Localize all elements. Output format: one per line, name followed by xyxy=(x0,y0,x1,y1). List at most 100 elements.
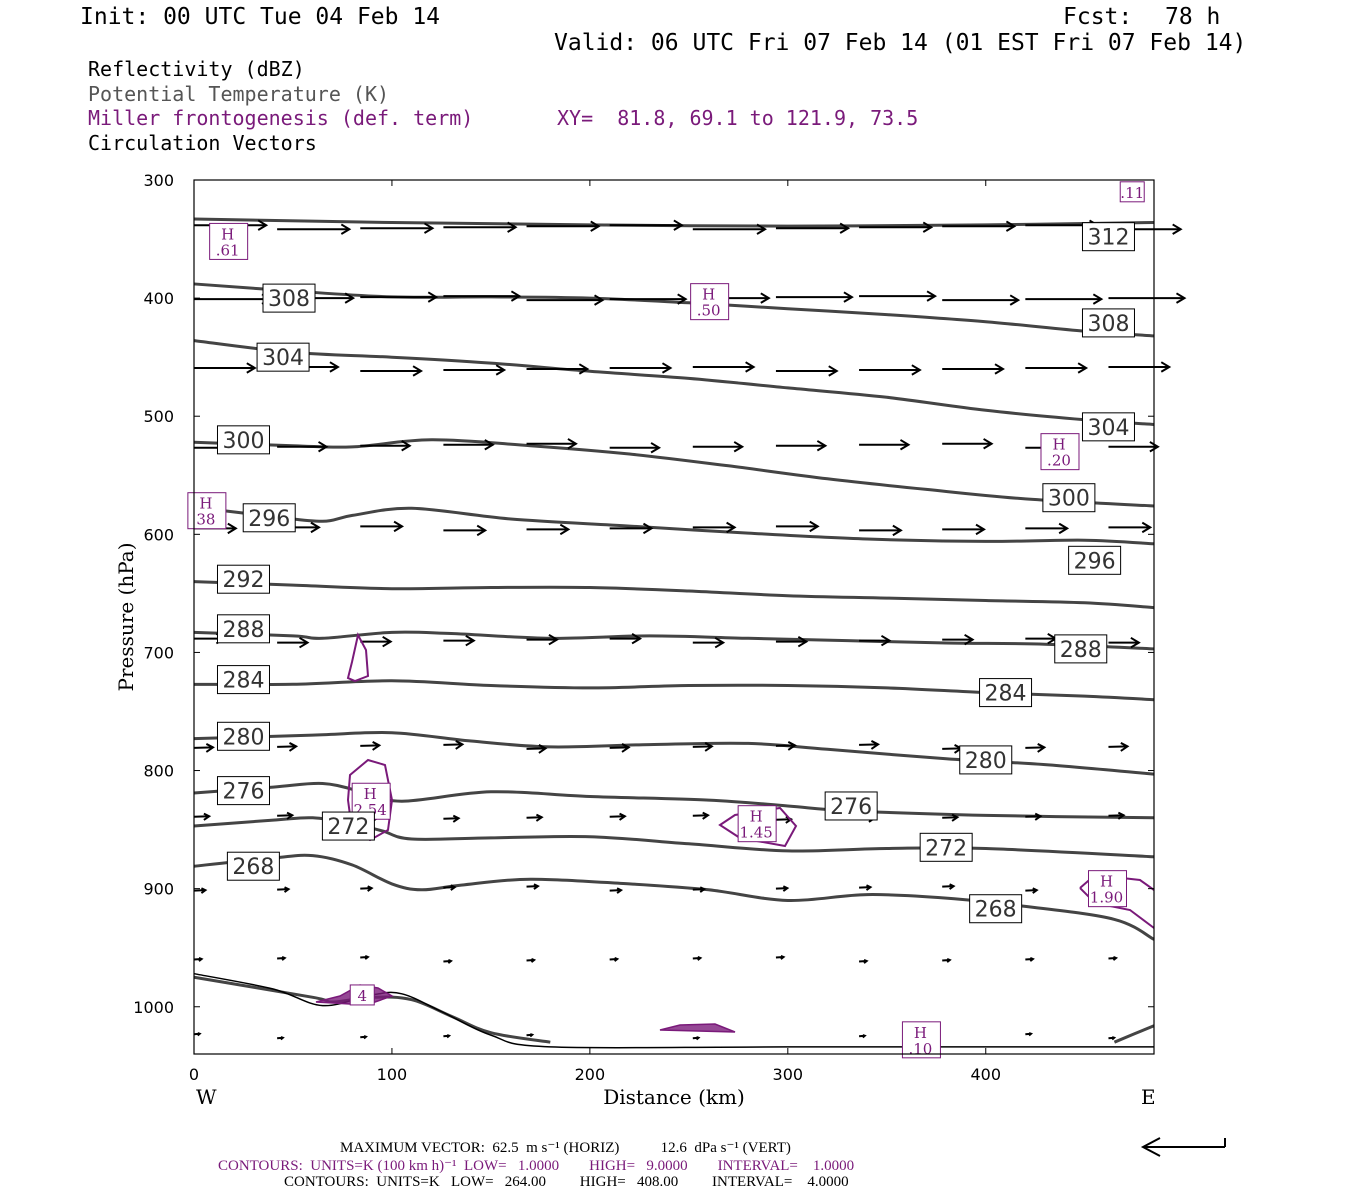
vector-head xyxy=(1077,362,1089,374)
theta-label-text: 292 xyxy=(222,568,264,593)
vector-shaft xyxy=(609,746,629,749)
circulation-vector xyxy=(859,634,892,647)
circulation-vector xyxy=(360,291,439,303)
circulation-vector xyxy=(443,814,461,823)
theta-label-text: 288 xyxy=(1060,638,1102,663)
west-label: W xyxy=(196,1085,217,1109)
circulation-vector xyxy=(1025,293,1104,305)
circulation-vector xyxy=(609,956,620,962)
circulation-vector xyxy=(609,362,673,374)
vector-head xyxy=(862,1034,867,1039)
theta-label-box xyxy=(1042,483,1096,513)
vector-shaft xyxy=(692,814,709,817)
vector-head xyxy=(733,441,745,453)
circulation-vector xyxy=(609,887,624,894)
circulation-vector xyxy=(942,957,952,963)
theta-label-text: 288 xyxy=(222,618,264,643)
fronto-max-label: 4 xyxy=(349,984,375,1006)
theta-label-box xyxy=(242,503,296,533)
theta-label-text: 308 xyxy=(1087,312,1129,337)
vector-head xyxy=(288,742,299,752)
vector-shaft xyxy=(526,747,546,750)
circulation-vector xyxy=(194,362,257,374)
circulation-vector xyxy=(859,439,911,451)
vector-head xyxy=(281,955,287,961)
theta-label-284: 284 xyxy=(216,665,270,695)
vector-head xyxy=(412,365,424,377)
y-tick-label: 600 xyxy=(143,525,174,544)
fronto-max-label: H.10 xyxy=(901,1021,941,1059)
vector-head xyxy=(364,954,370,960)
circulation-vector xyxy=(859,740,881,750)
fronto-max-box xyxy=(209,222,249,260)
vector-head xyxy=(1028,1032,1034,1037)
vector-head xyxy=(1029,956,1035,962)
vector-head xyxy=(704,742,714,752)
vector-shaft xyxy=(360,744,380,747)
vector-head xyxy=(590,220,601,232)
circulation-vector xyxy=(609,812,627,821)
theta-contour-info: CONTOURS: UNITS=K LOW= 264.00 HIGH= 408.… xyxy=(284,1174,849,1190)
vector-head xyxy=(714,636,726,649)
theta-label-box xyxy=(216,425,270,455)
fronto-max-value: .11 xyxy=(1120,184,1144,202)
circulation-vector xyxy=(443,958,453,964)
circulation-vector xyxy=(1108,636,1141,649)
vector-head xyxy=(816,440,828,452)
fronto-max-letter: H xyxy=(1100,873,1113,891)
vector-shaft xyxy=(277,745,297,748)
circulation-vector xyxy=(277,811,295,820)
circulation-vector xyxy=(526,883,540,890)
x-tick-label: 100 xyxy=(377,1065,408,1084)
y-tick-label: 900 xyxy=(143,880,174,899)
theta-contour-288 xyxy=(193,630,1155,651)
fronto-max-value: 38 xyxy=(196,511,215,529)
vector-head xyxy=(949,883,956,890)
fronto-max-letter: H xyxy=(364,785,377,803)
vector-head xyxy=(697,955,703,961)
fronto-max-letter: H xyxy=(1052,436,1065,454)
theta-label-box xyxy=(919,832,973,862)
theta-contour-296 xyxy=(193,505,1155,546)
circulation-vector xyxy=(775,520,820,533)
vector-head xyxy=(495,364,507,376)
circulation-vector xyxy=(942,363,1005,375)
circulation-vectors xyxy=(193,219,1187,1041)
field-miller-frontogenesis: Miller frontogenesis (def. term) xyxy=(88,106,474,130)
vector-shaft xyxy=(942,816,958,819)
vector-shaft xyxy=(1025,746,1045,749)
vector-head xyxy=(484,439,495,451)
circulation-vector xyxy=(692,361,756,373)
vector-head xyxy=(447,958,453,964)
vector-head xyxy=(616,887,624,894)
vector-head xyxy=(594,294,605,306)
fronto-contour xyxy=(346,758,394,842)
circulation-vector xyxy=(775,885,790,892)
vector-head xyxy=(530,957,537,963)
theta-label-300: 300 xyxy=(1042,483,1096,513)
vector-head xyxy=(809,520,820,533)
theta-contour-308 xyxy=(193,282,1155,338)
vector-head xyxy=(865,884,873,891)
circulation-vector xyxy=(443,1034,452,1039)
circulation-vector xyxy=(277,636,310,649)
circulation-vector xyxy=(858,1034,867,1039)
circulation-vector xyxy=(193,812,212,821)
theta-label-text: 280 xyxy=(222,725,264,750)
circulation-vector xyxy=(1025,887,1039,894)
vector-head xyxy=(465,634,476,647)
axes: 300 400 500 600 700 800 900 1000 0 100 200 300 400 xyxy=(133,171,1154,1084)
vector-shaft xyxy=(859,743,879,746)
fronto-max-box xyxy=(901,1021,941,1059)
theta-label-box xyxy=(1054,634,1108,664)
vector-head xyxy=(286,811,295,820)
circulation-vector xyxy=(859,524,903,537)
vector-head xyxy=(1120,742,1130,752)
vector-shaft xyxy=(443,743,463,746)
circulation-vector xyxy=(1025,812,1043,821)
fronto-max-letter: H xyxy=(750,808,763,826)
valid-time: Valid: 06 UTC Fri 07 Feb 14 (01 EST Fri … xyxy=(554,30,1247,56)
forecast-label: Fcst: xyxy=(1063,4,1133,30)
theta-label-box xyxy=(216,776,270,806)
